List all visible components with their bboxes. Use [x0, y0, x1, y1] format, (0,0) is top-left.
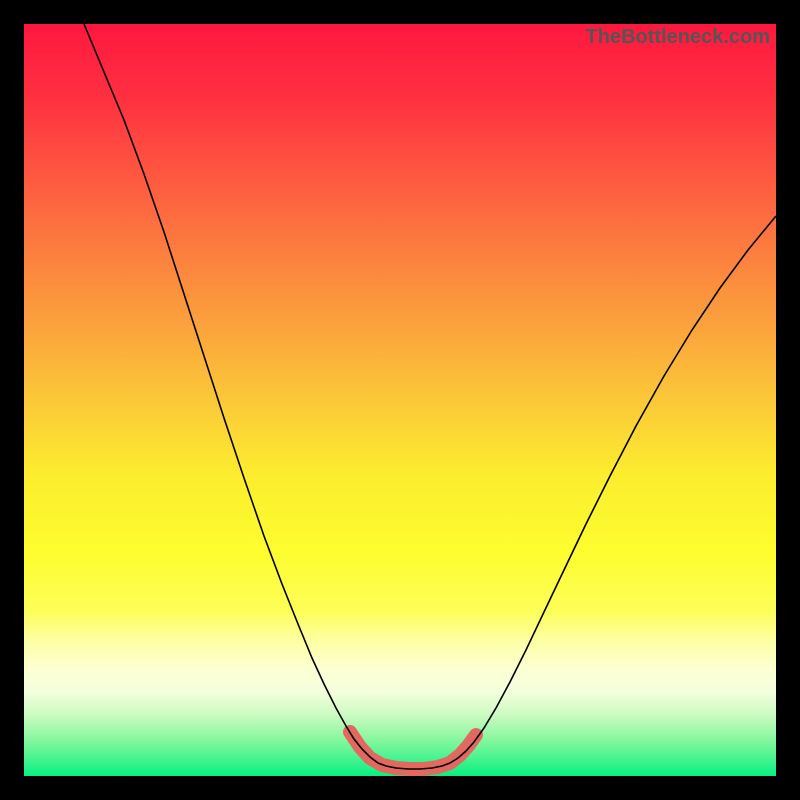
plot-area: TheBottleneck.com [24, 24, 776, 776]
chart-frame: TheBottleneck.com [0, 0, 800, 800]
curve-layer [24, 24, 776, 776]
trough-highlight [350, 732, 476, 769]
bottleneck-curve [84, 24, 776, 769]
